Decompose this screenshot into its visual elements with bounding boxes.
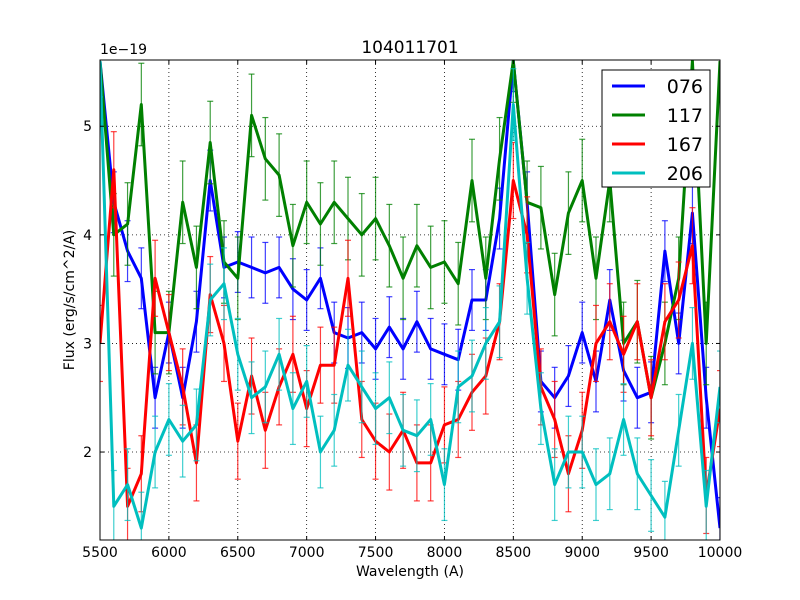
series-line-167: [100, 168, 720, 508]
y-tick-label: 3: [83, 336, 92, 352]
x-tick-label: 10000: [698, 545, 743, 561]
legend-label-117: 117: [667, 105, 703, 127]
x-tick-label: 9000: [564, 545, 600, 561]
x-tick-label: 6500: [220, 545, 256, 561]
legend-box: [601, 69, 711, 188]
legend-label-206: 206: [667, 163, 703, 185]
y-tick-label: 5: [83, 119, 92, 135]
legend-label-076: 076: [667, 76, 703, 98]
y-tick-label: 4: [83, 228, 92, 244]
chart-title: 104011701: [361, 38, 458, 58]
axes-frame: [99, 59, 721, 541]
legend: 076 117 167 206: [601, 69, 711, 188]
y-tick-label: 2: [83, 445, 92, 461]
axis-ticks: 5500 6000 6500 7000 7500 8000 8500 9000 9500 1000…: [82, 60, 742, 561]
legend-label-167: 167: [667, 134, 703, 156]
x-tick-label: 8000: [427, 545, 463, 561]
series-line-206: [100, 61, 720, 530]
y-axis-label: Flux (erg/s/cm^2/A): [62, 230, 78, 370]
series-line-117: [100, 60, 720, 400]
x-tick-label: 7000: [289, 545, 325, 561]
series-206: [100, 60, 720, 540]
plot-area: [100, 60, 720, 540]
x-tick-label: 8500: [496, 545, 532, 561]
y-offset-label: 1e−19: [100, 42, 147, 58]
x-tick-label: 6000: [151, 545, 187, 561]
x-axis-label: Wavelength (A): [356, 564, 464, 580]
x-tick-label: 9500: [633, 545, 669, 561]
x-tick-label: 7500: [358, 545, 394, 561]
x-tick-label: 5500: [82, 545, 118, 561]
